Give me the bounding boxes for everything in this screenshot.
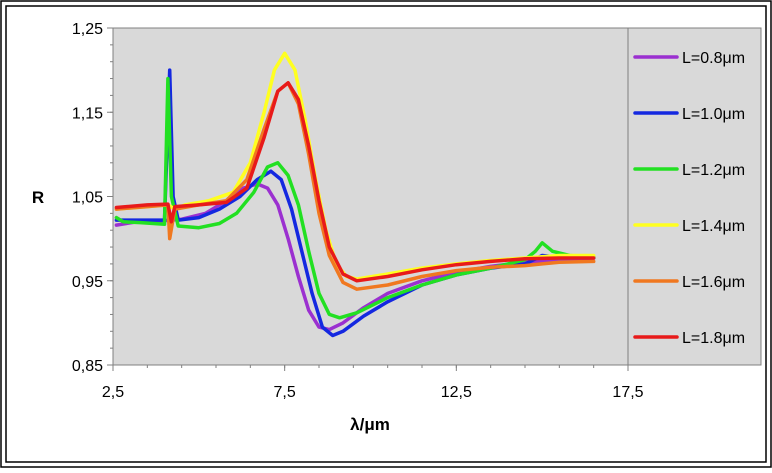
x-tick-label: 12,5 (441, 384, 472, 401)
legend-label: L=1.8μm (682, 330, 745, 347)
x-tick-label: 2,5 (102, 384, 124, 401)
y-axis-ticks: 0,85 0,95 1,05 1,15 1,25 (72, 21, 113, 375)
legend-box (627, 27, 762, 366)
y-tick-label: 1,15 (72, 105, 103, 122)
legend-label: L=1.2μm (682, 162, 745, 179)
x-axis-ticks: 2,5 7,5 12,5 17,5 (102, 365, 644, 401)
series-line (114, 81, 596, 283)
plot-area (112, 27, 629, 366)
legend-label: L=1.0μm (682, 106, 745, 123)
legend-label: L=1.4μm (682, 218, 745, 235)
y-axis-title: R (32, 188, 44, 207)
legend: L=0.8μm L=1.0μm L=1.2μm L=1.4μm L=1.6μm L=1.8… (633, 50, 745, 347)
y-tick-label: 1,05 (72, 190, 103, 207)
y-tick-label: 1,25 (72, 21, 103, 38)
x-tick-label: 17,5 (612, 384, 643, 401)
legend-label: L=1.6μm (682, 274, 745, 291)
y-tick-label: 0,85 (72, 358, 103, 375)
x-tick-label: 7,5 (274, 384, 296, 401)
legend-label: L=0.8μm (682, 50, 745, 67)
series-lines (114, 51, 596, 338)
y-tick-label: 0,95 (72, 274, 103, 291)
x-axis-title: λ/μm (350, 415, 390, 434)
